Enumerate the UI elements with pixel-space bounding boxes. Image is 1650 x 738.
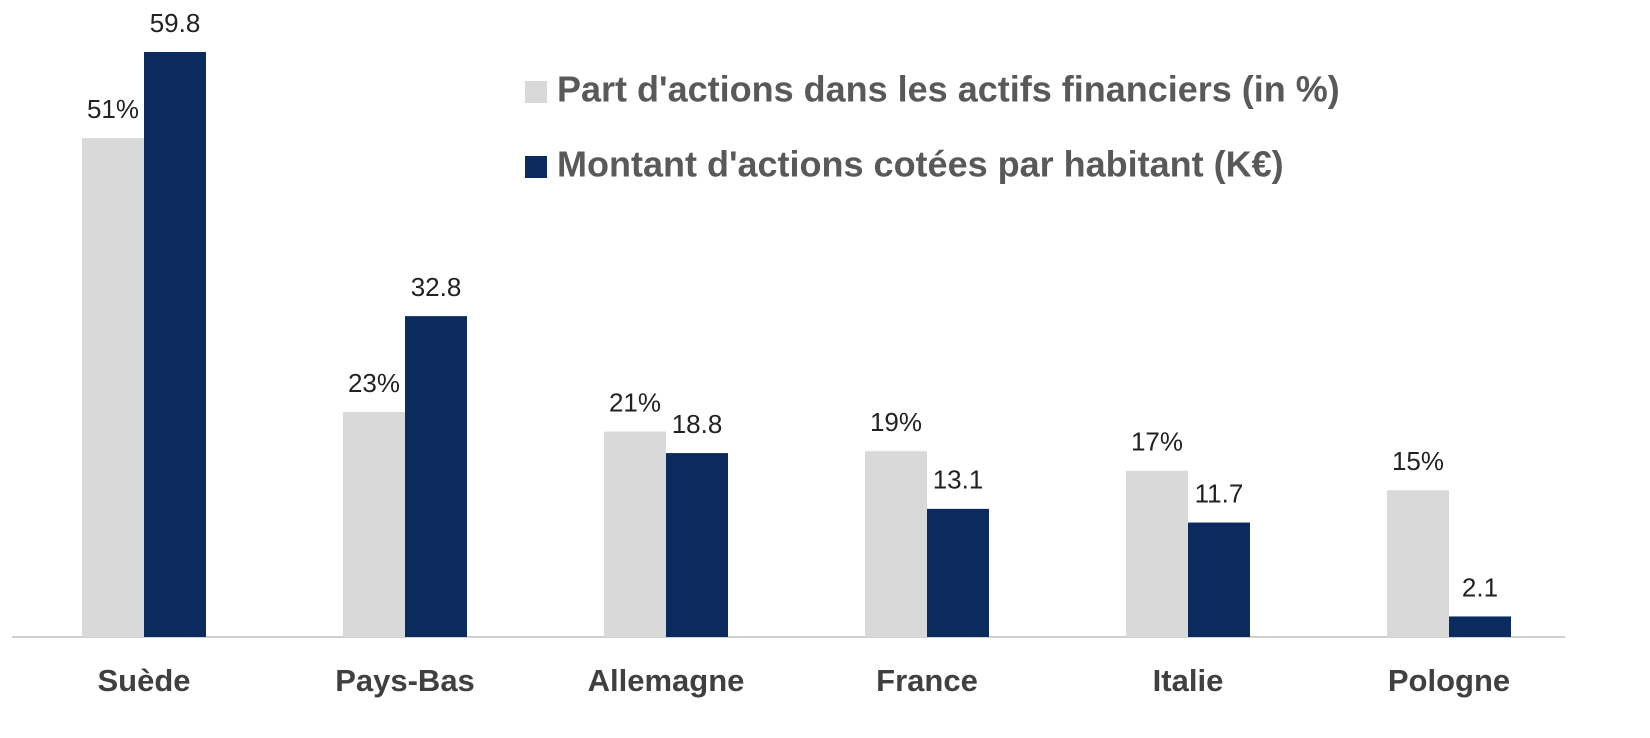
bar — [144, 52, 206, 637]
legend-swatch — [525, 156, 547, 178]
value-label: 13.1 — [933, 465, 984, 495]
value-label: 15% — [1392, 446, 1444, 476]
bar — [1387, 490, 1449, 637]
x-tick-label: France — [876, 663, 978, 698]
bar — [666, 453, 728, 637]
value-label: 2.1 — [1462, 572, 1498, 602]
bar — [1449, 616, 1511, 637]
value-label: 18.8 — [672, 409, 723, 439]
x-tick-label: Pays-Bas — [335, 663, 475, 698]
value-label: 32.8 — [411, 272, 462, 302]
value-label: 17% — [1131, 427, 1183, 457]
x-tick-label: Suède — [97, 663, 190, 698]
value-label: 19% — [870, 407, 922, 437]
bar — [604, 431, 666, 637]
bar — [865, 451, 927, 637]
x-tick-label: Italie — [1153, 663, 1224, 698]
bar — [82, 138, 144, 637]
legend-swatch — [525, 81, 547, 103]
bar — [1188, 522, 1250, 637]
value-label: 11.7 — [1195, 478, 1244, 508]
legend-label: Part d'actions dans les actifs financier… — [557, 69, 1340, 110]
bar — [927, 508, 989, 637]
bar — [1126, 470, 1188, 637]
value-label: 23% — [348, 368, 400, 398]
value-label: 21% — [609, 387, 661, 417]
bar — [405, 316, 467, 637]
x-tick-label: Pologne — [1388, 663, 1510, 698]
bar — [343, 412, 405, 637]
legend-label: Montant d'actions cotées par habitant (K… — [557, 144, 1284, 185]
x-tick-label: Allemagne — [588, 663, 745, 698]
value-label: 51% — [87, 94, 139, 124]
value-label: 59.8 — [150, 8, 201, 38]
